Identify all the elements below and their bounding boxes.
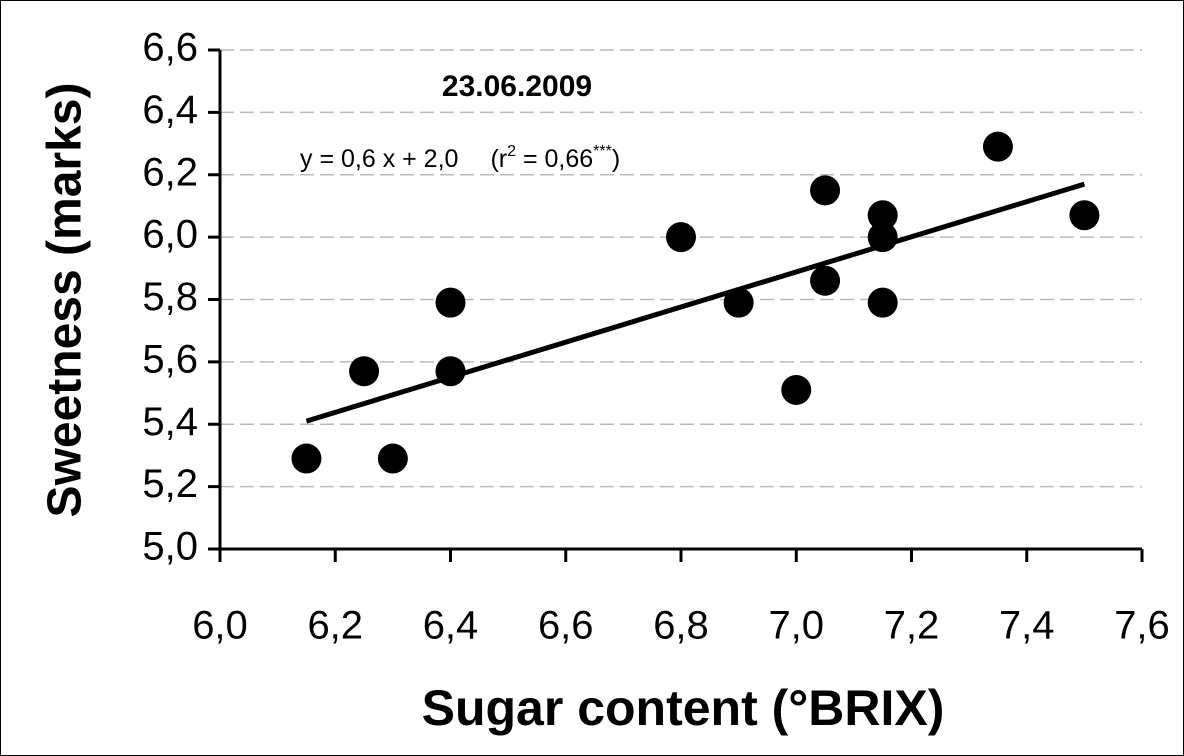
equation-part: (r: [490, 145, 507, 173]
trend-line: [305, 181, 1086, 424]
point: [723, 287, 754, 318]
y-tick-label: 5,8: [142, 275, 198, 319]
point: [435, 356, 466, 387]
point: [781, 374, 812, 405]
point: [982, 131, 1013, 162]
x-tick-label: 6,8: [653, 604, 709, 648]
x-tick-label: 7,6: [1114, 604, 1170, 648]
y-tick-label: 5,6: [142, 337, 198, 381]
y-axis-title: Sweetness (marks): [39, 83, 92, 518]
y-tick-label: 6,2: [142, 150, 198, 194]
point: [867, 222, 898, 253]
y-tick-label: 5,2: [142, 462, 198, 506]
y-tick-label: 6,6: [142, 26, 198, 70]
point: [867, 200, 898, 231]
point: [867, 287, 898, 318]
x-tick-label: 7,0: [768, 604, 824, 648]
chart-title: 23.06.2009: [442, 70, 592, 103]
point: [291, 443, 322, 474]
x-tick-label: 6,2: [307, 604, 363, 648]
x-axis-title: Sugar content (°BRIX): [422, 680, 945, 736]
equation-part: y = 0,6 x + 2,0: [300, 145, 458, 173]
x-tick-label: 7,2: [884, 604, 940, 648]
equation: y = 0,6 x + 2,0 (r2 = 0,66***): [300, 143, 620, 173]
point: [1069, 200, 1100, 231]
point: [349, 356, 380, 387]
equation-part: ): [612, 145, 620, 173]
y-tick-label: 5,0: [142, 525, 198, 569]
point: [435, 287, 466, 318]
equation-part: = 0,66: [516, 145, 593, 173]
y-tick-label: 6,4: [142, 88, 198, 132]
point: [810, 175, 841, 206]
x-tick-label: 6,4: [423, 604, 479, 648]
y-tick-label: 5,4: [142, 400, 198, 444]
equation-part: ***: [593, 143, 612, 160]
x-tick-label: 6,0: [192, 604, 248, 648]
point: [377, 443, 408, 474]
x-tick-label: 6,6: [538, 604, 594, 648]
equation-part: 2: [507, 143, 516, 160]
point: [666, 222, 696, 253]
point: [810, 265, 841, 296]
x-tick-label: 7,4: [999, 604, 1055, 648]
y-tick-label: 6,0: [142, 213, 198, 257]
